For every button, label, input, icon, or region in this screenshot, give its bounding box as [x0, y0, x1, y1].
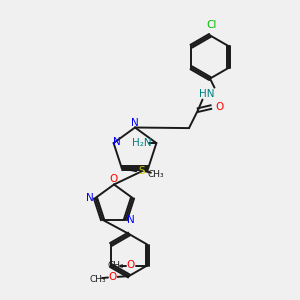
Text: N: N	[127, 215, 135, 225]
Text: CH₃: CH₃	[89, 274, 106, 284]
Text: O: O	[110, 174, 118, 184]
Text: S: S	[138, 166, 145, 176]
Text: N: N	[86, 193, 94, 203]
Text: HN: HN	[199, 88, 215, 99]
Text: N: N	[131, 118, 139, 128]
Text: O: O	[215, 102, 223, 112]
Text: O: O	[108, 272, 117, 283]
Text: CH₃: CH₃	[107, 261, 124, 270]
Text: N: N	[113, 136, 121, 146]
Text: H₂N: H₂N	[132, 138, 151, 148]
Text: O: O	[127, 260, 135, 271]
Text: CH₃: CH₃	[148, 170, 165, 179]
Text: Cl: Cl	[206, 20, 217, 30]
